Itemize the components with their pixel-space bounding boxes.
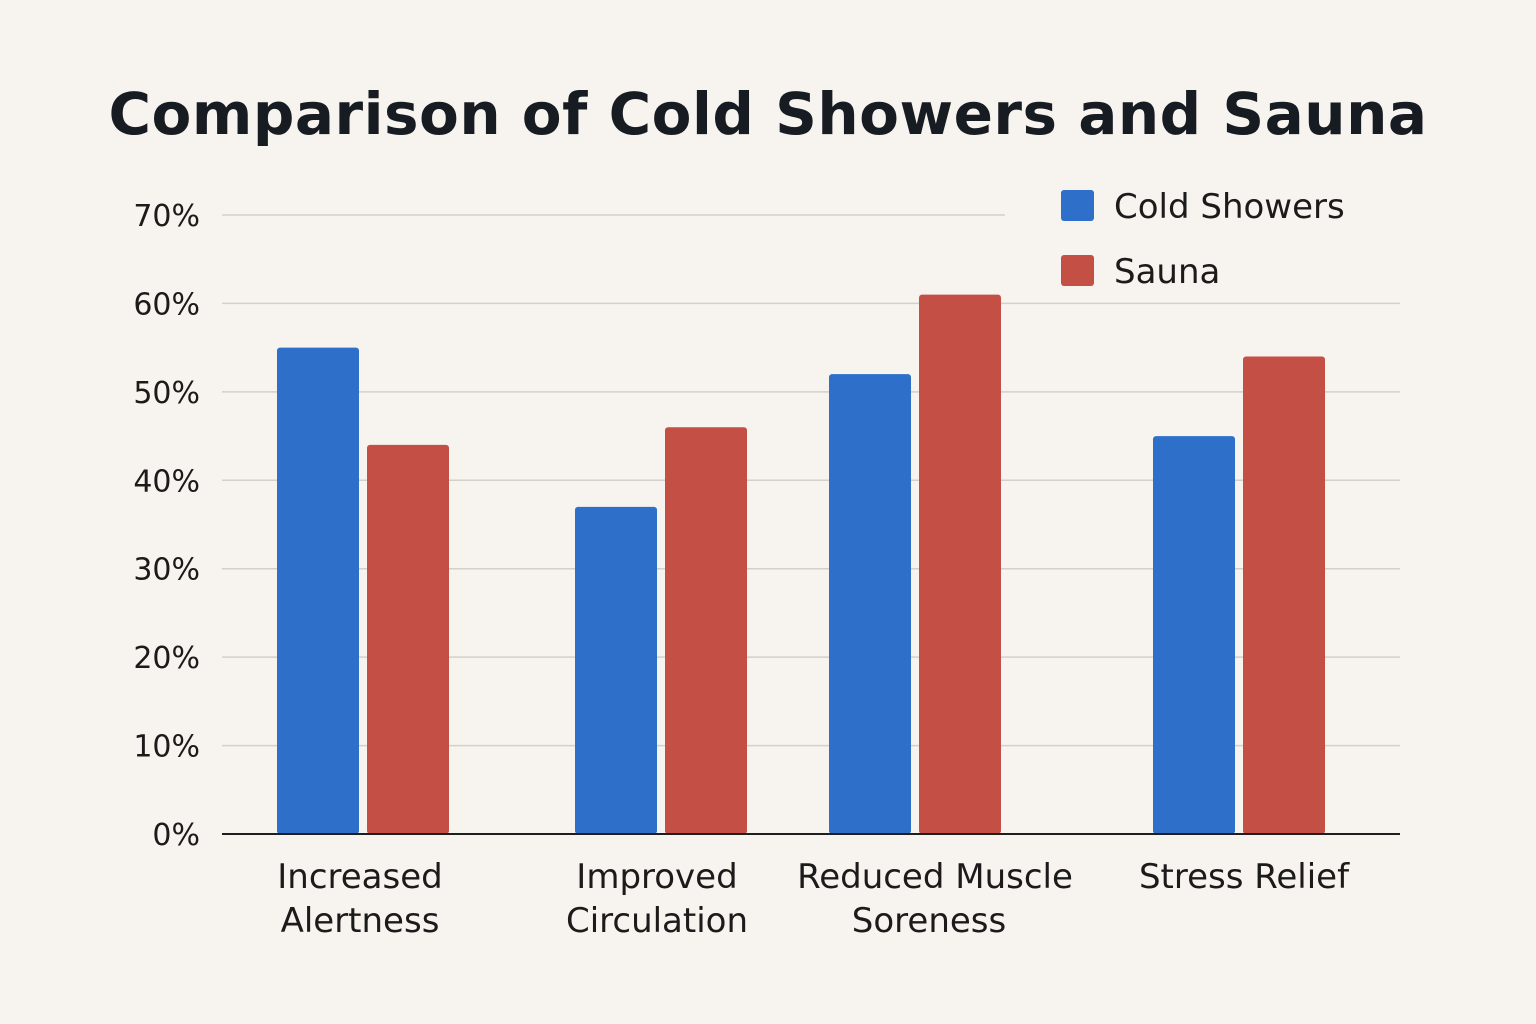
x-tick-label: Soreness [852,901,1006,941]
legend: Cold Showers Sauna [1061,187,1345,292]
bar-cold-showers [829,374,911,834]
chart-title: Comparison of Cold Showers and Sauna [108,80,1428,148]
y-axis-ticks: 0% 10% 20% 30% 40% 50% 60% 70% [133,199,200,853]
x-tick-label: Reduced Muscle [797,857,1073,897]
y-tick-label: 0% [152,818,200,853]
bar-cold-showers [277,347,359,834]
y-tick-label: 70% [133,199,200,234]
x-tick-label: Increased [277,857,442,897]
bar-sauna [919,294,1001,835]
y-tick-label: 30% [133,553,200,588]
legend-label: Cold Showers [1114,187,1345,227]
legend-label: Sauna [1114,252,1220,292]
y-tick-label: 60% [133,287,200,322]
bar-sauna [1243,356,1325,834]
legend-swatch [1061,255,1094,286]
y-tick-label: 50% [133,376,200,411]
y-tick-label: 40% [133,464,200,499]
x-tick-label: Circulation [566,901,748,941]
x-tick-label: Alertness [281,901,440,941]
legend-swatch [1061,190,1094,221]
y-tick-label: 20% [133,641,200,676]
bar-sauna [665,427,747,834]
bar-sauna [367,444,449,834]
bars [277,294,1325,835]
bar-cold-showers [1153,436,1235,834]
x-tick-label: Improved [576,857,737,897]
x-tick-label: Stress Relief [1139,857,1350,897]
y-tick-label: 10% [133,730,200,765]
bar-cold-showers [575,506,657,834]
